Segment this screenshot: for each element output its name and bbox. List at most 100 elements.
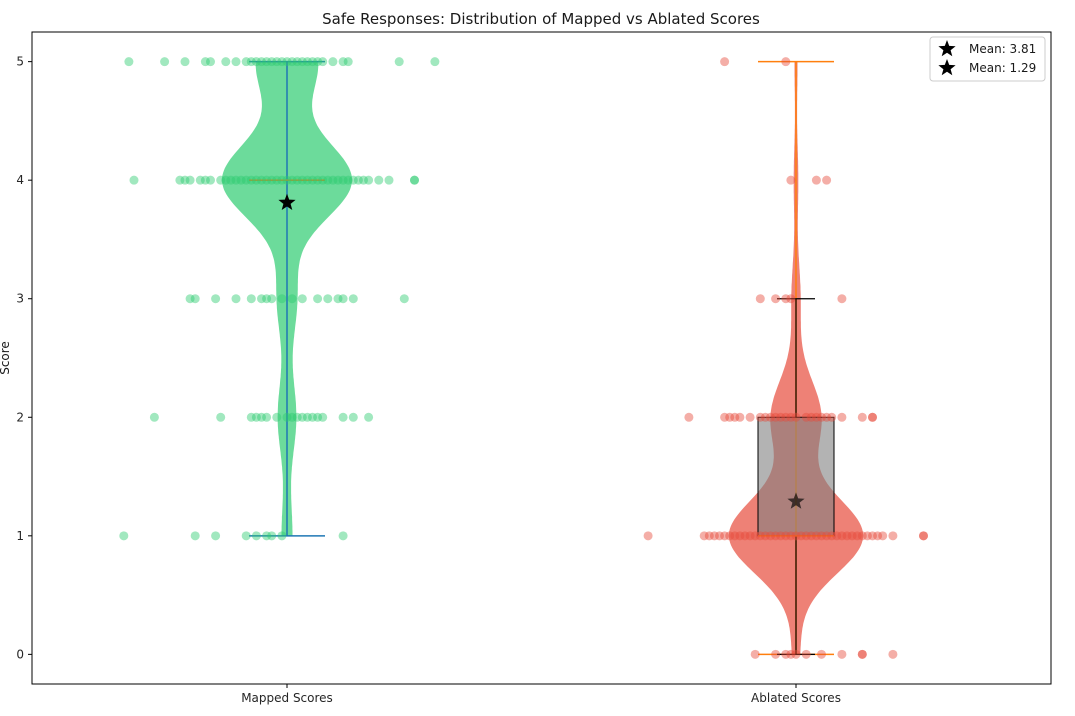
data-point bbox=[149, 412, 159, 422]
iqr-box bbox=[757, 416, 835, 537]
data-point bbox=[257, 175, 266, 185]
data-point bbox=[730, 531, 740, 541]
data-point bbox=[781, 412, 791, 422]
data-point bbox=[837, 649, 847, 659]
data-point bbox=[781, 649, 791, 659]
data-point bbox=[262, 531, 272, 541]
data-point bbox=[730, 412, 740, 422]
data-point bbox=[720, 57, 730, 67]
data-point bbox=[282, 175, 292, 185]
y-tick-label: 2 bbox=[16, 410, 24, 424]
data-point bbox=[308, 57, 317, 67]
data-point bbox=[338, 57, 348, 67]
data-point bbox=[919, 531, 928, 541]
data-point bbox=[791, 412, 801, 422]
data-point bbox=[399, 294, 409, 304]
data-point bbox=[195, 175, 205, 185]
data-point bbox=[725, 531, 735, 541]
data-point bbox=[878, 531, 888, 541]
data-point bbox=[119, 531, 129, 541]
data-point bbox=[180, 57, 190, 67]
data-point bbox=[246, 57, 256, 67]
data-point bbox=[206, 175, 215, 185]
data-point bbox=[740, 531, 750, 541]
data-point bbox=[185, 175, 195, 185]
data-point bbox=[771, 294, 781, 304]
plot-area: 0 1 2 3 4 5 Mapped Scores Ablated Scores bbox=[16, 31, 1052, 705]
data-point bbox=[287, 175, 297, 185]
data-point bbox=[277, 531, 287, 541]
data-point bbox=[262, 294, 272, 304]
data-point bbox=[282, 412, 292, 422]
data-point bbox=[806, 412, 816, 422]
data-point bbox=[211, 531, 221, 541]
data-point bbox=[888, 649, 898, 659]
legend-frame bbox=[929, 36, 1046, 82]
data-point bbox=[277, 175, 287, 185]
data-point bbox=[292, 412, 302, 422]
mean-star bbox=[278, 193, 296, 210]
y-axis-label: Score bbox=[0, 341, 12, 375]
data-point bbox=[267, 294, 277, 304]
data-point bbox=[806, 531, 816, 541]
data-point bbox=[226, 175, 236, 185]
data-point bbox=[297, 57, 307, 67]
data-point bbox=[817, 531, 826, 541]
data-point bbox=[333, 175, 343, 185]
data-point bbox=[190, 531, 200, 541]
data-point bbox=[353, 175, 363, 185]
data-point bbox=[262, 175, 272, 185]
data-point bbox=[338, 175, 348, 185]
data-point bbox=[374, 175, 384, 185]
data-point bbox=[842, 531, 852, 541]
data-point bbox=[827, 531, 837, 541]
data-point bbox=[348, 294, 358, 304]
data-point bbox=[241, 57, 251, 67]
data-point bbox=[699, 531, 709, 541]
data-point bbox=[292, 175, 302, 185]
data-point bbox=[313, 412, 323, 422]
data-point bbox=[857, 649, 867, 659]
data-point bbox=[241, 531, 251, 541]
data-point bbox=[318, 57, 328, 67]
data-point bbox=[755, 412, 765, 422]
data-point bbox=[919, 531, 928, 541]
data-point bbox=[811, 531, 821, 541]
data-point bbox=[318, 175, 328, 185]
data-point bbox=[868, 412, 877, 422]
data-point bbox=[684, 412, 694, 422]
y-tick-label: 3 bbox=[16, 292, 24, 306]
data-point bbox=[786, 175, 796, 185]
data-point bbox=[796, 531, 806, 541]
data-point bbox=[323, 175, 333, 185]
data-point bbox=[313, 175, 323, 185]
data-point bbox=[868, 531, 877, 541]
data-point bbox=[292, 57, 302, 67]
data-point bbox=[272, 175, 282, 185]
data-point bbox=[221, 57, 231, 67]
data-point bbox=[287, 294, 297, 304]
mean-star bbox=[787, 492, 805, 509]
data-point bbox=[206, 57, 215, 67]
data-point bbox=[847, 531, 857, 541]
data-point bbox=[776, 531, 786, 541]
data-point bbox=[852, 531, 862, 541]
data-point bbox=[364, 412, 374, 422]
data-point bbox=[277, 57, 287, 67]
data-point bbox=[231, 57, 241, 67]
data-point bbox=[267, 175, 277, 185]
data-point bbox=[211, 294, 221, 304]
data-point bbox=[216, 412, 226, 422]
data-point bbox=[786, 294, 796, 304]
chart-title: Safe Responses: Distribution of Mapped v… bbox=[322, 10, 760, 28]
data-point bbox=[857, 531, 867, 541]
data-point bbox=[862, 531, 872, 541]
data-point bbox=[873, 531, 883, 541]
data-point bbox=[868, 412, 877, 422]
data-point bbox=[822, 531, 832, 541]
data-point bbox=[267, 57, 277, 67]
legend-entry-label: Mean: 1.29 bbox=[969, 61, 1036, 75]
data-point bbox=[364, 175, 374, 185]
data-point bbox=[735, 531, 745, 541]
data-point bbox=[781, 531, 791, 541]
